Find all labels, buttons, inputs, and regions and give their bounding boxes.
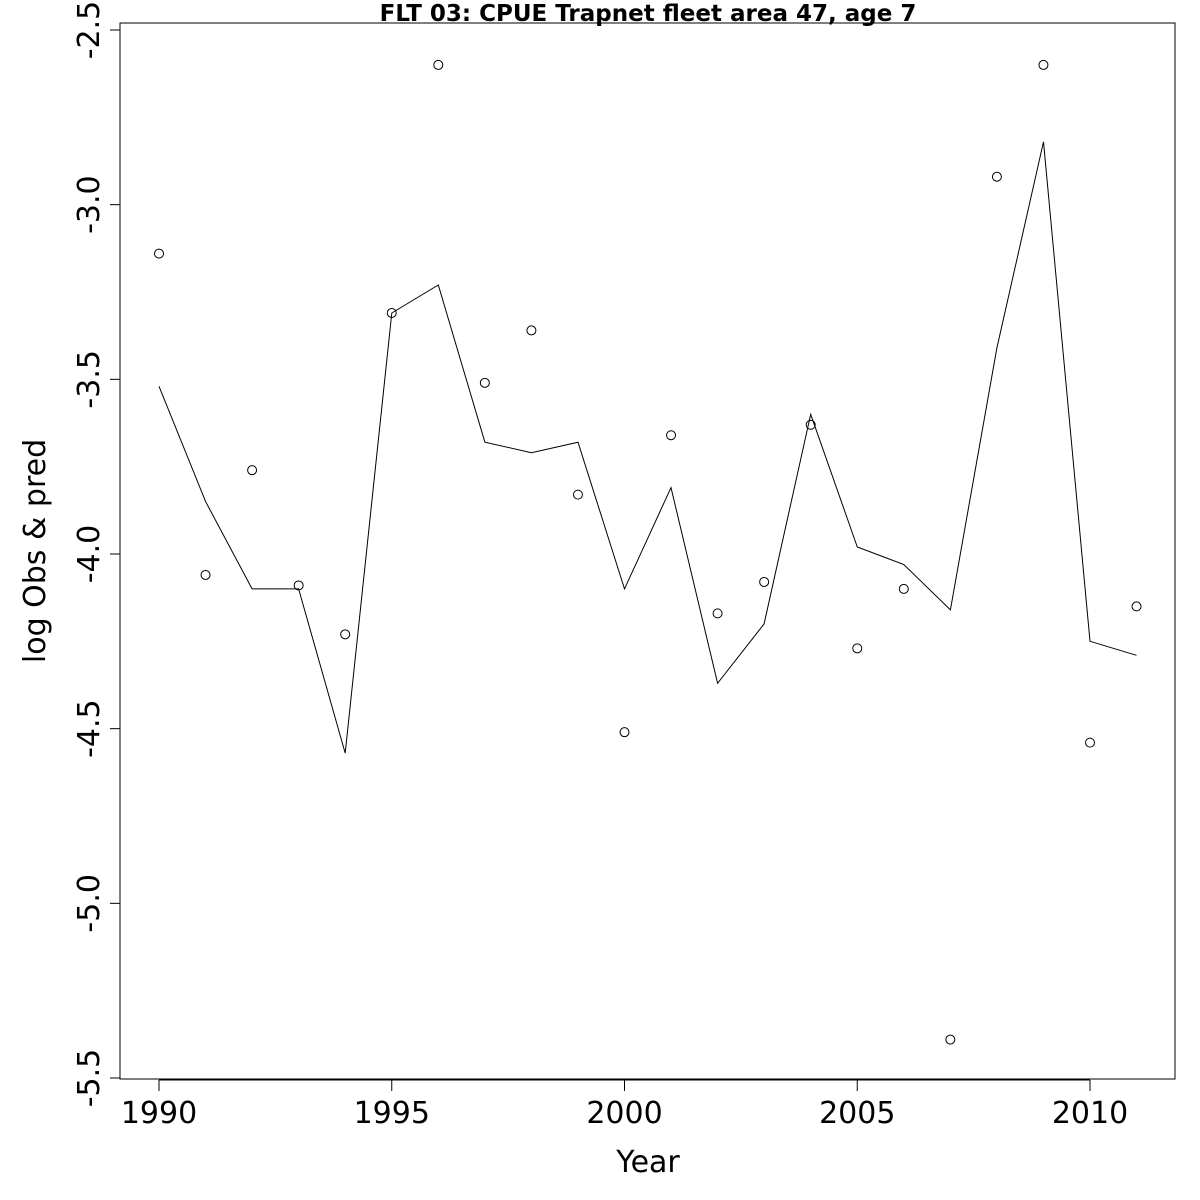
x-tick-label: 2005 [819,1096,895,1131]
observed-point [1131,601,1142,612]
observed-points [154,59,1142,1045]
observed-point [759,576,770,587]
plot-frame [119,22,1176,1080]
y-axis: -2.5 -3.0 -3.5 -4.0 -4.5 -5.0 -5.5 [72,1,121,1108]
observed-point [479,377,490,388]
y-tick-label: -3.0 [72,175,107,234]
y-tick-label: -4.5 [72,699,107,758]
x-tick-label: 2010 [1052,1096,1128,1131]
observed-point [526,325,537,336]
observed-point [340,629,351,640]
observed-point [991,171,1002,182]
x-tick-label: 1990 [121,1096,197,1131]
observed-point [666,430,677,441]
x-tick-label: 2000 [586,1096,662,1131]
observed-point [619,727,630,738]
observed-point [433,59,444,70]
x-axis: 1990 1995 2000 2005 2010 [121,1079,1128,1131]
y-tick-label: -5.0 [72,874,107,933]
observed-point [805,419,816,430]
observed-point [386,307,397,318]
x-tick-label: 1995 [354,1096,430,1131]
y-tick-label: -4.0 [72,525,107,584]
observed-point [945,1034,956,1045]
observed-point [1085,737,1095,748]
observed-point [293,580,304,591]
observed-point [712,608,723,619]
y-axis-label: log Obs & pred [18,439,53,663]
observed-point [1038,59,1049,70]
y-tick-label: -2.5 [72,1,107,60]
predicted-line [158,141,1137,754]
y-tick-label: -5.5 [72,1049,107,1108]
x-axis-label: Year [615,1145,680,1180]
observed-point [154,248,164,259]
y-tick-label: -3.5 [72,350,107,409]
observed-point [852,643,863,654]
observed-point [898,583,909,594]
observed-point [247,465,258,476]
observed-point [572,489,583,500]
observed-point [200,569,211,580]
